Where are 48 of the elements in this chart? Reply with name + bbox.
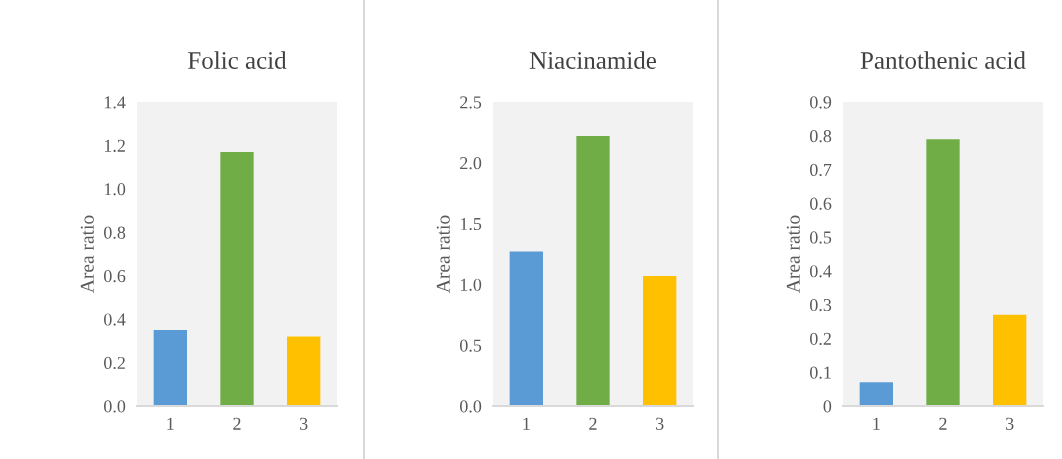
x-tick-label: 2 [233, 417, 241, 430]
y-tick-label: 0.0 [104, 400, 126, 413]
y-tick-label: 0.9 [810, 96, 832, 109]
y-tick-label: 1.0 [460, 278, 482, 291]
y-tick-label: 0.1 [810, 366, 831, 379]
y-tick-label: 0.8 [104, 226, 126, 239]
x-tick-label: 1 [523, 417, 530, 430]
y-tick-label: 0 [823, 400, 832, 413]
x-tick-label: 2 [589, 417, 597, 430]
bar [859, 382, 893, 406]
y-tick-label: 0.5 [810, 231, 832, 244]
y-tick-label: 2.5 [460, 96, 482, 109]
y-tick-label: 0.6 [104, 269, 126, 283]
y-tick-label: 1.5 [460, 217, 482, 231]
bar [993, 314, 1027, 406]
y-tick-label: 0.7 [810, 163, 832, 177]
y-tick-label: 0.6 [810, 197, 832, 210]
y-tick-label: 0.4 [104, 313, 126, 326]
bar [926, 139, 960, 406]
y-axis-title: Area ratio [80, 215, 94, 293]
x-tick-label: 3 [300, 417, 308, 430]
y-tick-label: 1.4 [104, 96, 126, 109]
chart-title: Pantothenic acid [860, 51, 1026, 69]
bar [287, 336, 321, 406]
y-tick-label: 0.3 [810, 298, 832, 312]
chart-title: Folic acid [188, 51, 287, 69]
y-tick-label: 1.2 [104, 139, 125, 152]
x-tick-label: 3 [656, 417, 664, 430]
bar [509, 251, 543, 406]
bar [153, 330, 187, 406]
y-tick-label: 0.2 [104, 356, 125, 370]
y-axis-title: Area ratio [436, 215, 450, 293]
x-tick-label: 2 [939, 417, 947, 430]
x-tick-label: 1 [167, 417, 174, 430]
bar [220, 151, 254, 406]
y-tick-label: 1.0 [104, 183, 126, 196]
y-tick-label: 0.8 [810, 130, 832, 143]
bar [576, 136, 610, 406]
chart-title: Niacinamide [529, 51, 656, 69]
y-tick-label: 0.2 [810, 332, 831, 345]
y-tick-label: 0.4 [810, 265, 832, 278]
y-tick-label: 0.5 [460, 339, 482, 352]
y-tick-label: 2.0 [460, 157, 482, 170]
y-tick-label: 0.0 [460, 400, 482, 413]
bar [643, 275, 677, 406]
x-tick-label: 3 [1006, 417, 1014, 430]
x-tick-label: 1 [873, 417, 880, 430]
y-axis-title: Area ratio [786, 215, 800, 293]
